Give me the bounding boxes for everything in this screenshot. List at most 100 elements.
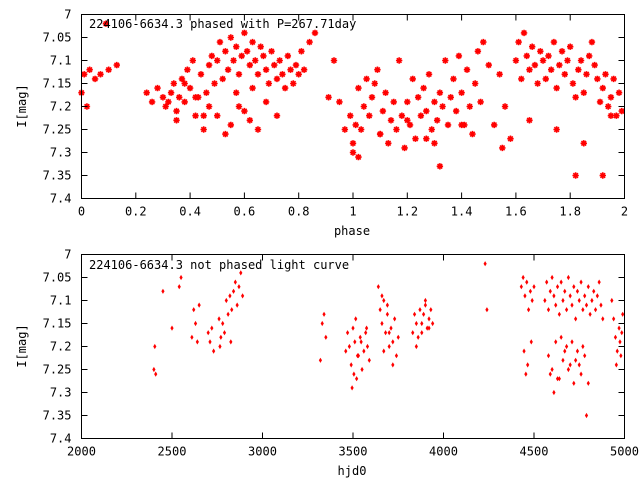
phased-data-point — [404, 117, 411, 124]
phased-data-point — [91, 75, 99, 83]
phased-data-point — [558, 48, 566, 55]
phased-chart-title: 224106-6634.3 phased with P=267.71day — [89, 17, 356, 31]
phased-data-point — [265, 80, 273, 87]
unphased-data-point — [588, 311, 592, 317]
unphased-data-point — [519, 284, 523, 290]
phased-data-point — [162, 103, 169, 110]
phased-data-point — [200, 112, 207, 119]
phased-data-point — [214, 112, 221, 119]
unphased-data-point — [208, 339, 212, 345]
phased-data-point — [615, 89, 623, 96]
phased-data-point — [553, 84, 560, 92]
phased-data-point — [246, 61, 254, 69]
phased-data-point — [423, 107, 430, 115]
unphased-data-point — [222, 330, 227, 336]
phased-data-point — [433, 117, 441, 124]
phased-y-axis-label: I[mag] — [15, 84, 29, 127]
unphased-y-tick-label: 7.3 — [50, 386, 72, 400]
unphased-data-point — [365, 343, 370, 350]
phased-data-point — [605, 103, 612, 110]
phased-data-point — [385, 140, 392, 147]
unphased-data-point — [572, 284, 576, 290]
unphased-data-point — [239, 270, 243, 276]
phased-data-point — [572, 172, 579, 179]
phased-data-point — [298, 48, 305, 55]
unphased-data-point — [350, 385, 354, 391]
phased-data-point — [249, 84, 256, 92]
unphased-x-tick-label: 2000 — [67, 445, 96, 459]
unphased-data-point — [218, 343, 222, 350]
unphased-data-point — [195, 339, 199, 345]
phased-data-point — [596, 98, 604, 106]
unphased-data-point — [431, 320, 435, 327]
phased-data-point — [176, 94, 183, 101]
unphased-data-point — [360, 366, 364, 373]
phased-data-point — [97, 71, 104, 78]
phased-data-point — [469, 130, 476, 138]
phased-data-point — [368, 94, 376, 101]
unphased-data-point — [237, 284, 241, 290]
phased-data-point — [197, 71, 205, 78]
unphased-data-point — [391, 362, 395, 368]
phased-data-point — [205, 61, 213, 69]
phased-y-tick-label: 7.4 — [50, 192, 72, 206]
phased-data-point — [599, 172, 606, 179]
unphased-data-point — [385, 311, 389, 317]
unphased-data-point — [530, 297, 534, 304]
phased-data-point — [531, 61, 539, 69]
unphased-data-point — [572, 380, 576, 386]
phased-data-point — [208, 52, 216, 60]
unphased-data-point — [153, 343, 157, 350]
phased-x-tick-label: 1 — [349, 205, 356, 219]
unphased-data-point — [161, 288, 165, 294]
phased-data-point — [214, 57, 221, 64]
unphased-data-point — [610, 297, 614, 304]
unphased-data-point — [219, 334, 223, 340]
phased-data-point — [390, 98, 397, 106]
phased-data-point — [515, 38, 522, 46]
unphased-data-point — [210, 325, 214, 331]
phased-data-point — [455, 52, 463, 60]
phased-data-point — [349, 140, 357, 147]
unphased-data-point — [320, 320, 324, 327]
unphased-data-point — [230, 307, 234, 313]
unphased-data-point — [387, 330, 391, 336]
unphased-data-point — [552, 293, 556, 299]
phased-data-point — [167, 89, 175, 96]
phased-data-point — [81, 71, 88, 78]
phased-data-point — [233, 43, 240, 50]
phased-y-tick-label: 7.25 — [43, 123, 72, 137]
phased-data-point — [341, 126, 349, 133]
unphased-y-tick-label: 7.2 — [50, 340, 72, 354]
phased-data-point — [466, 103, 473, 110]
phased-data-point — [496, 71, 503, 78]
unphased-data-point — [421, 311, 426, 317]
unphased-data-point — [526, 362, 530, 368]
phased-data-point — [580, 140, 587, 147]
unphased-data-point — [613, 334, 618, 340]
phased-data-point — [537, 48, 544, 55]
phased-data-point — [526, 66, 533, 73]
phased-light-curve-panel: 0 0.2 0.4 0.6 0.8 1 1.2 1.4 1.6 1.8 2 7 7.05 7.1 7.15… — [15, 8, 628, 239]
unphased-data-point — [383, 330, 388, 336]
phased-data-point — [216, 38, 224, 46]
unphased-data-point — [575, 288, 580, 294]
unphased-data-point — [380, 320, 384, 327]
unphased-data-point — [575, 348, 580, 354]
unphased-data-point — [546, 353, 551, 359]
phased-data-point — [477, 98, 484, 106]
phased-y-tick-label: 7.2 — [50, 100, 72, 114]
unphased-data-point — [420, 320, 424, 327]
phased-data-point — [192, 112, 199, 119]
phased-data-point — [547, 66, 555, 73]
phased-data-point — [295, 71, 302, 78]
phased-data-point — [371, 80, 378, 87]
phased-x-axis: 0 0.2 0.4 0.6 0.8 1 1.2 1.4 1.6 1.8 2 — [78, 14, 628, 219]
unphased-y-tick-label: 7.15 — [43, 317, 72, 331]
unphased-data-point — [574, 316, 578, 322]
phased-data-point — [471, 80, 479, 87]
phased-data-point — [586, 52, 593, 60]
unphased-data-point — [380, 293, 384, 299]
phased-data-point — [241, 107, 248, 115]
